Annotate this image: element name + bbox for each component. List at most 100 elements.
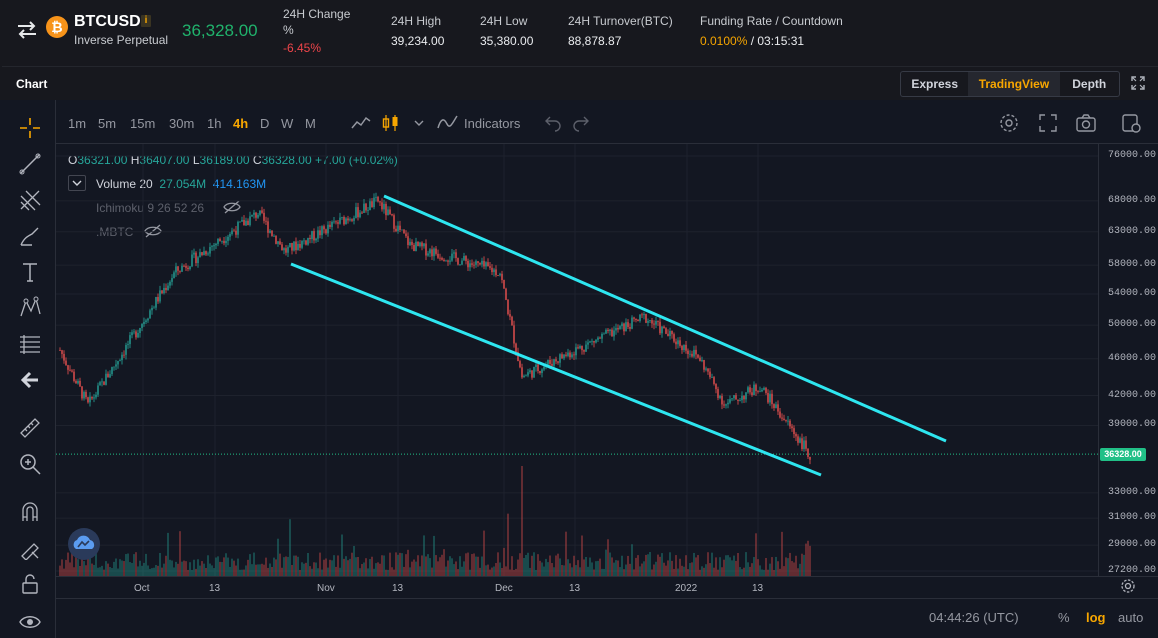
volume-bar (239, 569, 241, 576)
chart-settings-icon[interactable] (1120, 112, 1142, 134)
timeframe-1h[interactable]: 1h (207, 116, 222, 131)
candle-body (663, 326, 665, 329)
volume-bar (439, 557, 441, 576)
timeframe-1m[interactable]: 1m (68, 116, 87, 131)
candle-body (551, 363, 553, 366)
volume-bar (667, 560, 669, 576)
timeframe-30m[interactable]: 30m (169, 116, 195, 131)
time-tick-label: 13 (569, 583, 581, 594)
volume-bar (311, 568, 313, 576)
eye-icon[interactable] (18, 610, 42, 634)
hidden-eye-icon[interactable] (223, 199, 241, 215)
text-tool-icon[interactable] (18, 260, 42, 284)
volume-bar (609, 552, 611, 576)
volume-bar (143, 562, 145, 576)
volume-bar (93, 564, 95, 576)
chevron-down-icon[interactable] (408, 112, 430, 134)
pitchfork-icon[interactable] (18, 188, 42, 212)
candle-body (797, 436, 799, 443)
volume-bar (79, 565, 81, 576)
ticker-header (0, 0, 1158, 62)
candle-body (469, 263, 471, 268)
timeframe-w[interactable]: W (281, 116, 294, 131)
log-scale-toggle[interactable]: log (1086, 610, 1106, 625)
volume-bar (343, 558, 345, 576)
candle-body (573, 354, 575, 356)
settings-gear-icon[interactable] (998, 112, 1020, 134)
candle-body (513, 325, 515, 344)
volume-bar (297, 556, 299, 576)
channel-upper-line[interactable] (383, 194, 947, 443)
volume-bar (711, 552, 713, 576)
candle-body (497, 275, 499, 276)
volume-bar (87, 556, 89, 576)
candle-body (609, 329, 611, 331)
zoom-in-icon[interactable] (18, 452, 42, 476)
hidden-eye-icon[interactable] (144, 223, 162, 239)
candle-body (655, 321, 657, 325)
timeframe-m[interactable]: M (305, 116, 316, 131)
candle-body (251, 214, 253, 217)
symbol-name[interactable]: BTCUSD (74, 13, 141, 30)
timeframe-5m[interactable]: 5m (98, 116, 117, 131)
timeframe-d[interactable]: D (260, 116, 270, 131)
candle-body (385, 203, 387, 216)
timeframe-15m[interactable]: 15m (130, 116, 156, 131)
candle-body (565, 354, 567, 356)
pattern-icon[interactable] (18, 296, 42, 320)
utc-clock[interactable]: 04:44:26 (UTC) (929, 610, 1019, 625)
view-tradingview-button[interactable]: TradingView (968, 72, 1060, 96)
crosshair-icon[interactable] (18, 116, 42, 140)
undo-icon[interactable] (542, 112, 564, 134)
lock-drawing-icon[interactable] (18, 536, 42, 560)
percent-scale-toggle[interactable]: % (1058, 610, 1070, 625)
swap-arrows-icon[interactable] (16, 20, 38, 40)
info-icon[interactable]: i (141, 15, 151, 27)
candle-body (85, 391, 87, 398)
timeframe-4h[interactable]: 4h (233, 116, 249, 131)
candle-body (711, 377, 713, 378)
redo-icon[interactable] (570, 112, 592, 134)
candle-body (309, 237, 311, 240)
indicators-button[interactable]: Indicators (464, 116, 521, 131)
candle-body (425, 243, 427, 256)
candle-body (147, 318, 149, 321)
volume-bar (77, 559, 79, 576)
view-express-button[interactable]: Express (911, 77, 959, 91)
candle-body (561, 354, 563, 359)
axis-settings-gear-icon[interactable] (1120, 578, 1136, 594)
candle-body (575, 347, 577, 356)
candle-body (253, 212, 255, 215)
candle-body (435, 248, 437, 254)
fullscreen-chart-icon[interactable] (1037, 112, 1059, 134)
volume-bar (283, 557, 285, 576)
magnet-icon[interactable] (18, 500, 42, 524)
arrow-left-icon[interactable] (18, 368, 42, 392)
price-plot[interactable] (56, 144, 1098, 576)
chart-area[interactable] (56, 100, 1158, 638)
candle-body (187, 267, 189, 270)
auto-scale-toggle[interactable]: auto (1118, 610, 1144, 625)
volume-bar (593, 569, 595, 576)
brush-icon[interactable] (18, 224, 42, 248)
candle-body (73, 371, 75, 381)
camera-icon[interactable] (1075, 112, 1097, 134)
trend-line-icon[interactable] (18, 152, 42, 176)
volume-bar (273, 557, 275, 576)
fib-retracement-icon[interactable] (18, 332, 42, 356)
collapse-legend-button[interactable] (68, 175, 86, 191)
volume-bar (741, 569, 743, 576)
volume-bar (619, 567, 621, 576)
last-price: 36,328.00 (182, 21, 258, 40)
ruler-icon[interactable] (18, 416, 42, 440)
indicators-icon[interactable] (436, 112, 458, 134)
fullscreen-icon[interactable] (1131, 76, 1145, 90)
line-chart-icon[interactable] (350, 112, 372, 134)
tradingview-logo[interactable] (68, 528, 100, 560)
candle-body (637, 320, 639, 321)
candles-icon[interactable] (380, 112, 402, 134)
channel-lower-line[interactable] (290, 262, 822, 477)
view-depth-button[interactable]: Depth (1072, 77, 1107, 91)
lock-icon[interactable] (18, 572, 42, 596)
volume-bar (681, 565, 683, 576)
